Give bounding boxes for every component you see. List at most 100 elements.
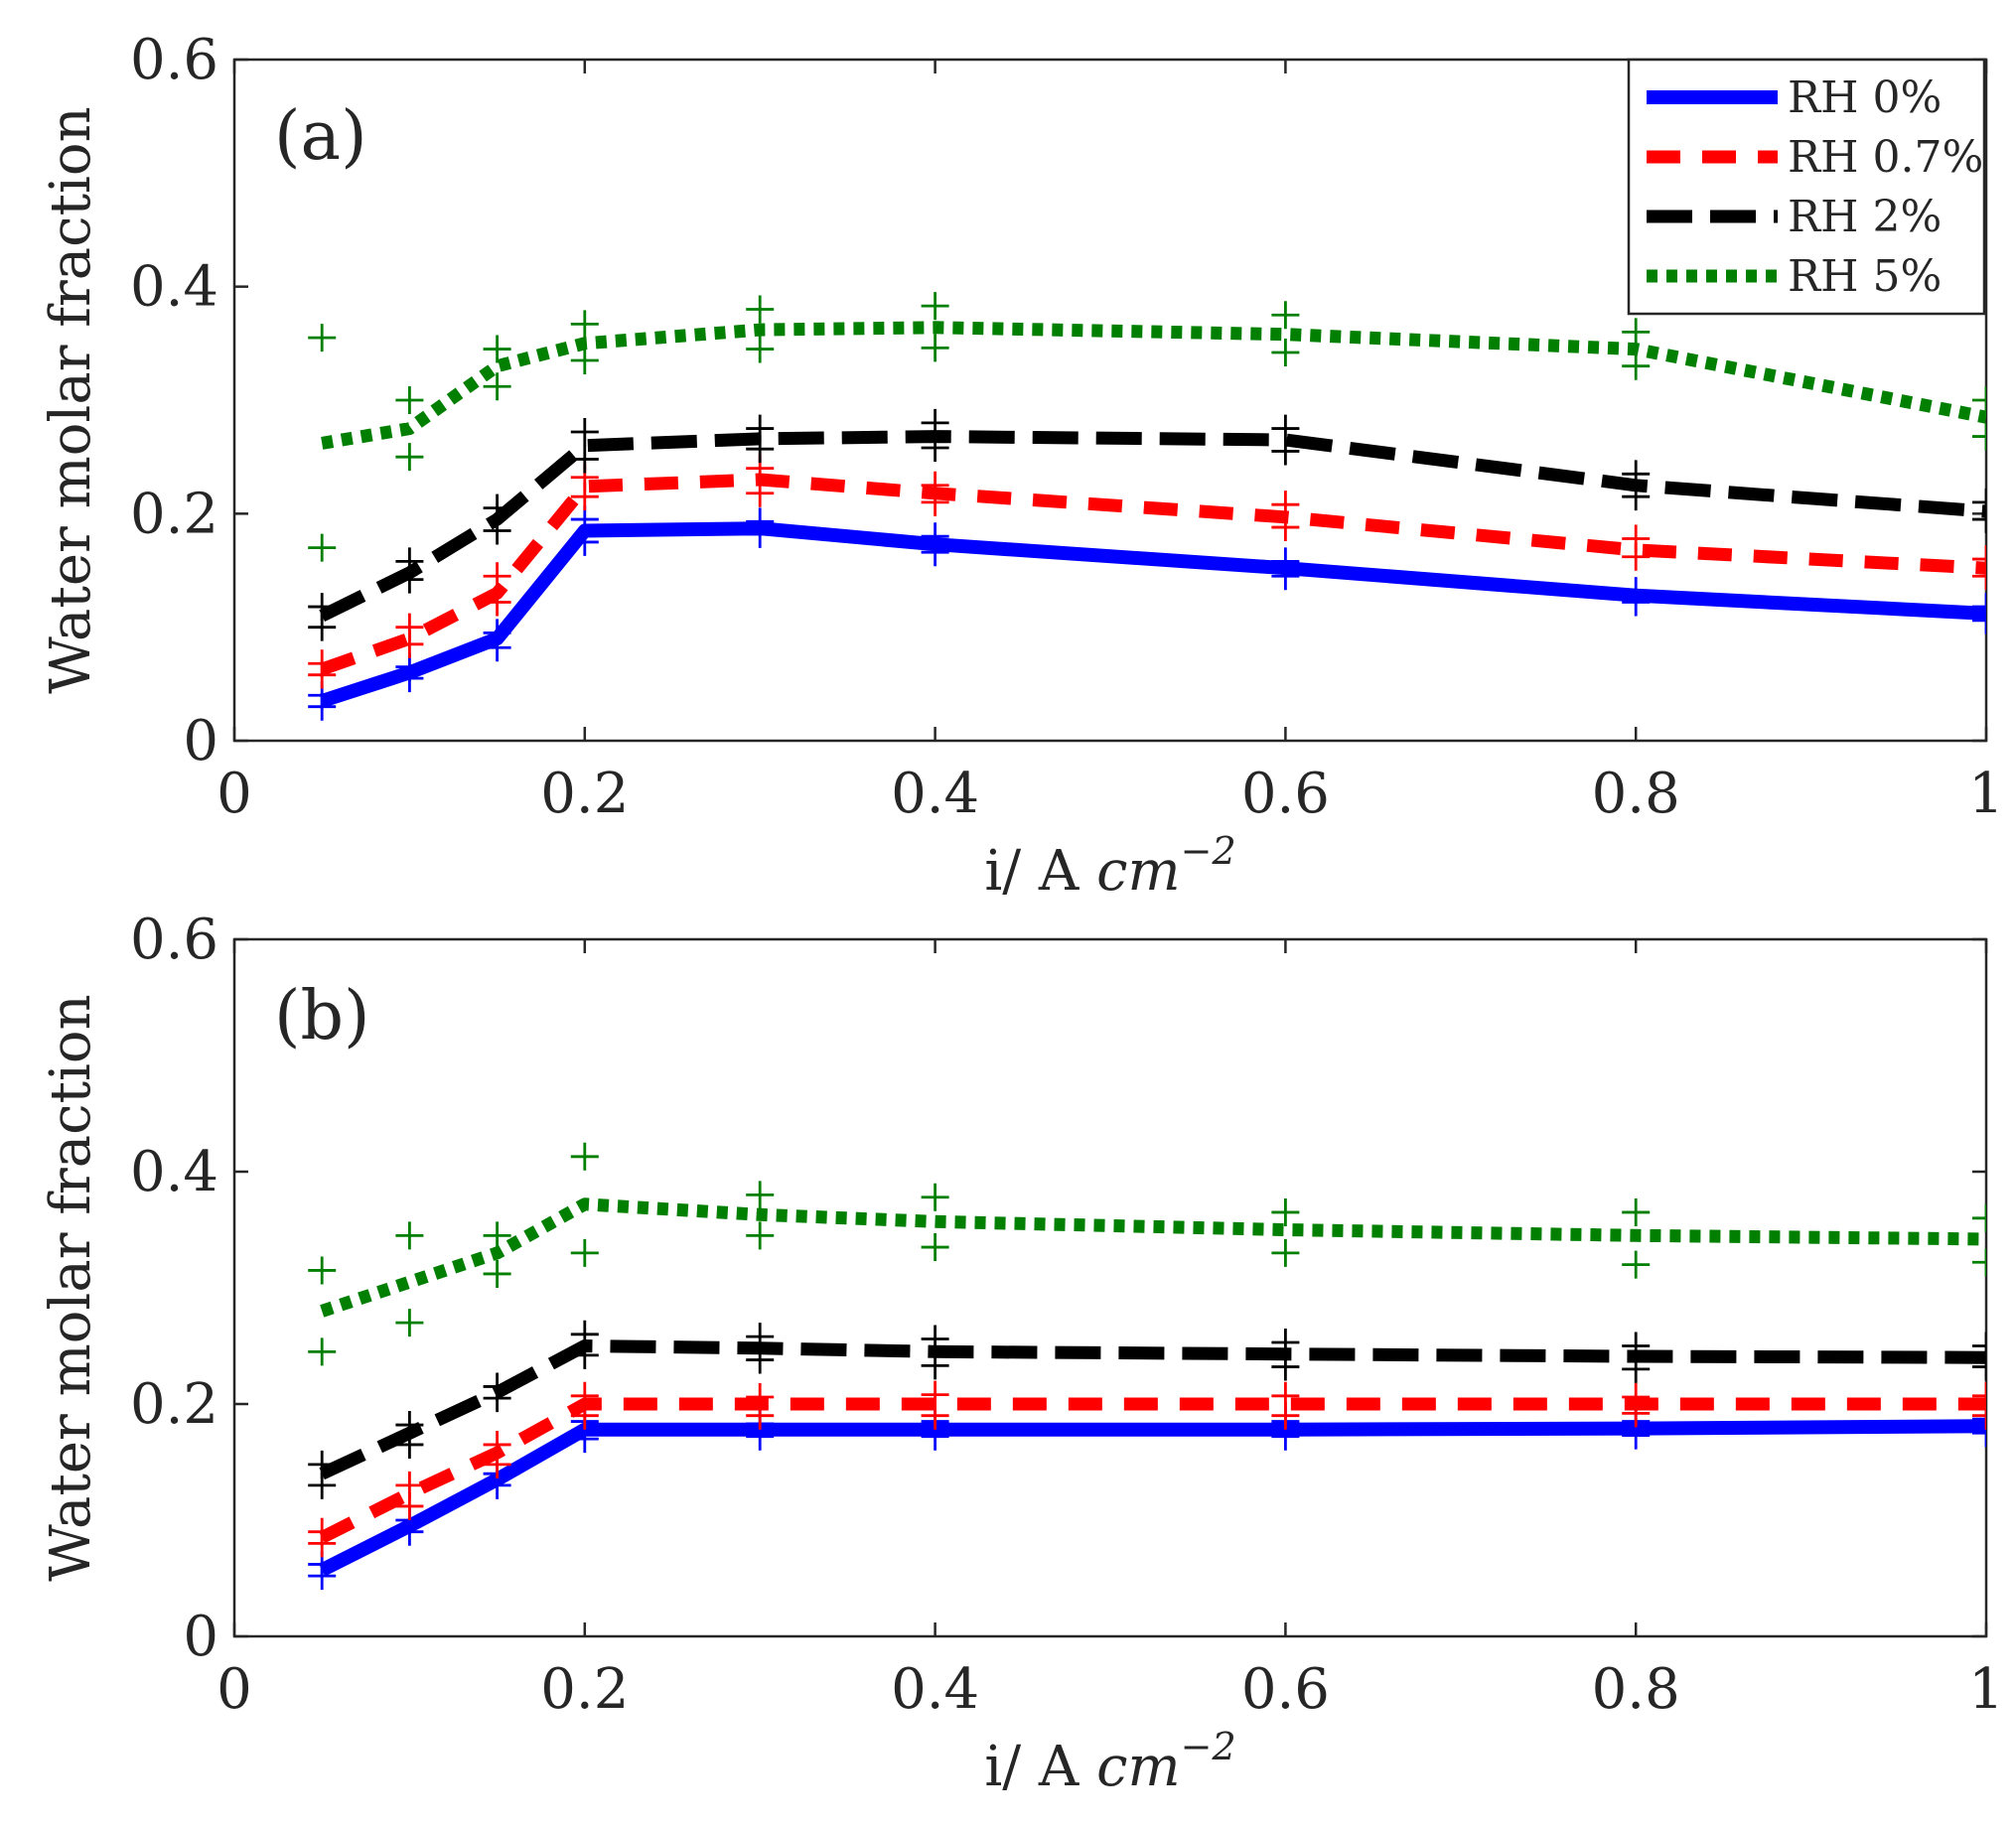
data-point-marker [1271,1238,1300,1267]
data-point-marker [1622,1197,1651,1226]
data-point-marker [483,1259,511,1288]
data-point-marker [1271,437,1300,466]
data-point-marker [1271,301,1300,330]
x-tick-label: 1 [1968,762,2004,826]
data-point-marker [746,335,775,363]
plot-frame [232,937,1988,1638]
data-point-marker [570,418,599,447]
data-point-marker [1271,1401,1300,1430]
data-point-marker [1972,505,1986,534]
data-point-marker [570,346,599,374]
panel-label: (a) [274,97,367,176]
data-point-marker [1972,386,1986,414]
y-tick-label: 0.4 [130,1140,218,1204]
data-point-marker [1972,562,1986,591]
data-point-marker [308,533,337,562]
series-line [319,1339,1986,1480]
series-rh-0-7- [308,454,1986,689]
series-rh-5- [308,292,1986,562]
x-axis-label: i/ A cm−2 [984,829,1235,904]
data-point-marker [1972,1248,1986,1277]
data-point-marker [1972,545,1986,574]
data-point-marker [1972,1203,1986,1232]
data-point-marker [570,483,599,511]
x-tick-label: 0.8 [1592,1657,1680,1722]
data-point-marker [1972,422,1986,451]
x-tick-label: 0 [216,762,252,826]
x-tick-label: 0.8 [1592,762,1680,826]
data-point-marker [1271,1197,1300,1226]
data-point-marker [1972,1405,1986,1434]
x-tick-label: 0.4 [891,1657,979,1722]
data-point-marker [395,1309,424,1337]
data-point-marker [1972,1401,1986,1430]
data-point-marker [1972,606,1986,634]
legend-label: RH 2% [1788,192,1942,242]
data-point-marker [483,335,511,363]
y-tick-label: 0 [183,1605,218,1669]
data-point-marker [308,1471,337,1499]
series-rh-0-7- [308,1380,1986,1558]
y-axis-label: Water molar fraction [39,106,103,693]
series-rh-2- [308,408,1986,641]
series-line [320,1197,1986,1318]
data-point-marker [395,443,424,472]
data-point-marker [308,1337,337,1366]
y-tick-label: 0 [183,709,218,773]
x-tick-label: 0.2 [540,1657,629,1722]
data-point-marker [1972,1381,1986,1410]
series-line [321,321,1986,450]
data-point-marker [395,386,424,414]
data-point-marker [570,1142,599,1171]
data-point-marker [921,1183,949,1211]
data-point-marker [1972,1352,1986,1381]
legend-label: RH 0% [1788,72,1942,123]
data-point-marker [570,310,599,339]
data-point-marker [1972,488,1986,516]
y-axis-label: Water molar fraction [39,994,103,1581]
data-point-marker [921,292,949,321]
x-tick-label: 0.6 [1241,762,1330,826]
series-line [320,473,1986,676]
legend-label: RH 0.7% [1788,132,1983,183]
y-tick-label: 0.6 [130,908,218,972]
data-point-marker [570,1238,599,1267]
series-line [320,521,1986,708]
y-tick-label: 0.4 [130,255,218,320]
data-point-marker [1271,338,1300,366]
series-rh-5- [308,1142,1986,1366]
y-tick-label: 0.2 [130,1372,218,1437]
data-point-marker [746,1221,775,1250]
data-point-marker [483,372,511,401]
data-point-marker [483,1221,511,1250]
x-tick-label: 0.4 [891,762,979,826]
series-line [319,430,1986,623]
panel-label: (b) [274,977,370,1055]
x-tick-label: 0.2 [540,762,629,826]
x-tick-label: 0.6 [1241,1657,1330,1722]
y-tick-label: 0.6 [130,28,218,92]
data-point-marker [746,295,775,324]
data-point-marker [1622,318,1651,347]
data-point-marker [395,1491,424,1520]
legend: RH 0% RH 0.7% RH 2% RH 5% [1627,58,1986,316]
data-point-marker [308,324,337,352]
x-tick-label: 1 [1968,1657,2004,1722]
data-point-marker [395,1221,424,1250]
series-line [319,1397,1986,1544]
y-tick-label: 0.2 [130,482,218,546]
data-point-marker [308,1256,337,1285]
x-tick-label: 0 [216,1657,252,1722]
data-point-marker [308,613,337,641]
data-point-marker [746,1181,775,1209]
data-point-marker [1622,352,1651,380]
data-point-marker [921,334,949,362]
data-point-marker [1622,1250,1651,1279]
data-point-marker [1972,1332,1986,1360]
legend-label: RH 5% [1788,251,1942,302]
x-axis-label: i/ A cm−2 [984,1725,1235,1799]
series-rh-2- [308,1320,1986,1499]
